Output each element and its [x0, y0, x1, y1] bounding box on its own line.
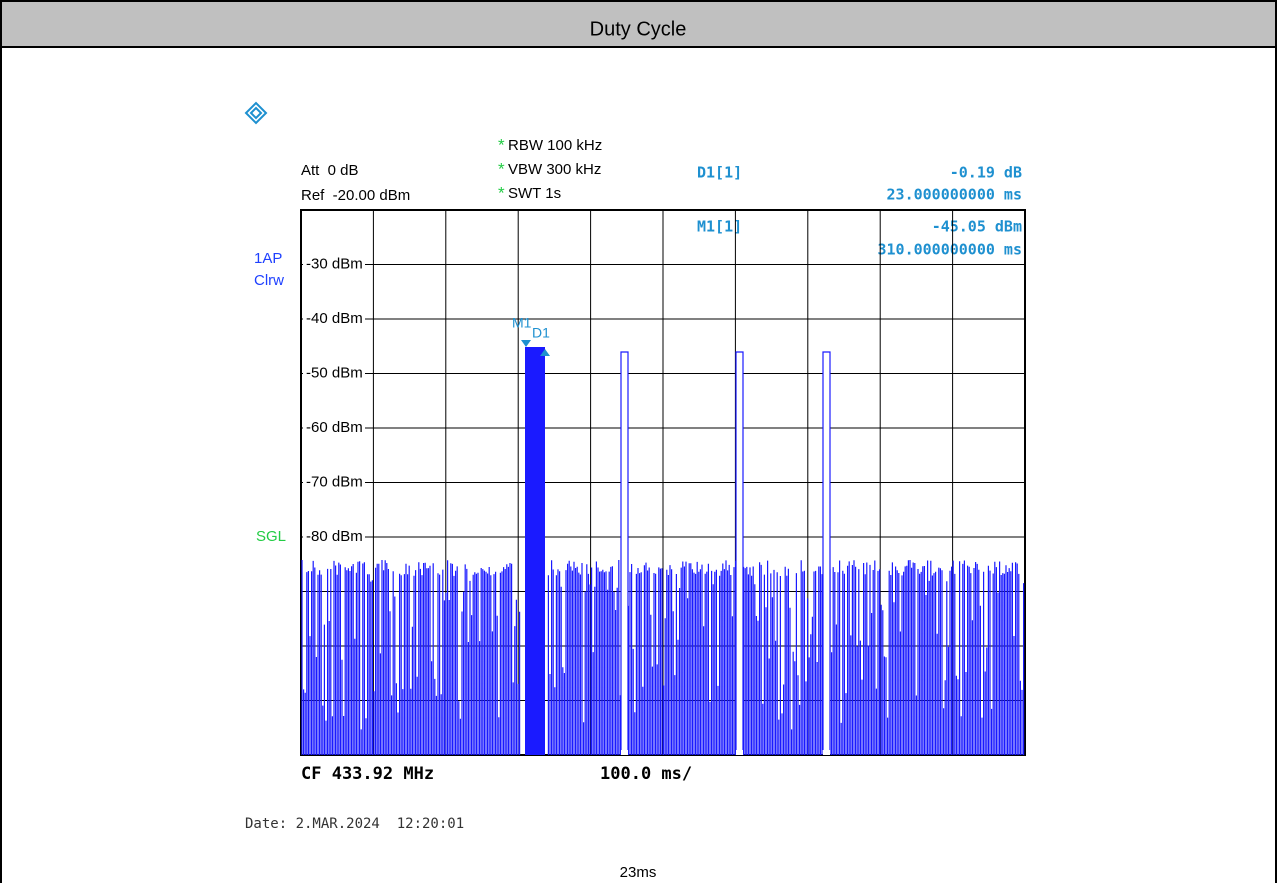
label-bg — [303, 255, 365, 274]
y-label: -60 dBm — [306, 419, 363, 436]
trace-pulse — [822, 351, 831, 750]
setting: RBW 100 kHz — [508, 137, 602, 154]
trace-noise — [301, 560, 1025, 755]
delta-time: 23.000000000 ms — [887, 186, 1022, 204]
trace-detector: 1AP — [254, 250, 282, 267]
gap — [621, 352, 628, 755]
att: Att 0 dB — [301, 162, 359, 179]
marker-tag: M1 — [512, 315, 532, 331]
sweep-mode: SGL — [256, 528, 286, 545]
setting-flag: * — [498, 183, 505, 202]
marker-tag: D1 — [532, 325, 550, 341]
label-bg — [303, 473, 365, 492]
caption: 23ms — [620, 864, 657, 881]
label-bg — [303, 419, 365, 437]
title: Duty Cycle — [590, 18, 687, 40]
logo — [244, 101, 268, 125]
setting-flag: * — [498, 135, 505, 154]
trace-mode: Clrw — [254, 272, 284, 289]
setting-flag: * — [498, 159, 505, 178]
setting: SWT 1s — [508, 185, 561, 202]
header-bar — [0, 0, 1277, 48]
y-label: -30 dBm — [306, 255, 363, 272]
center-freq: CF 433.92 MHz — [301, 764, 434, 784]
ref: Ref -20.00 dBm — [301, 187, 410, 204]
y-label: -70 dBm — [306, 473, 363, 490]
marker-m1 — [521, 340, 531, 347]
y-label: -50 dBm — [306, 364, 363, 381]
marker-d1 — [540, 349, 550, 356]
marker-level: -45.05 dBm — [932, 218, 1022, 236]
delta-level: -0.19 dB — [950, 164, 1022, 182]
marker-time: 310.000000000 ms — [878, 241, 1023, 259]
span: 100.0 ms/ — [600, 764, 692, 784]
y-label: -80 dBm — [306, 528, 363, 545]
setting: VBW 300 kHz — [508, 161, 601, 178]
delta-label: D1[1] — [697, 164, 742, 182]
label-bg — [303, 310, 365, 328]
trace-burst — [525, 347, 545, 755]
date: Date: 2.MAR.2024 12:20:01 — [245, 816, 464, 832]
trace-pulse — [735, 351, 744, 750]
gap — [823, 352, 830, 755]
label-bg — [303, 528, 365, 546]
marker-label: M1[1] — [697, 218, 742, 236]
trace-pulse — [620, 351, 629, 750]
gap — [736, 352, 743, 755]
y-label: -40 dBm — [306, 310, 363, 327]
label-bg — [303, 364, 365, 383]
